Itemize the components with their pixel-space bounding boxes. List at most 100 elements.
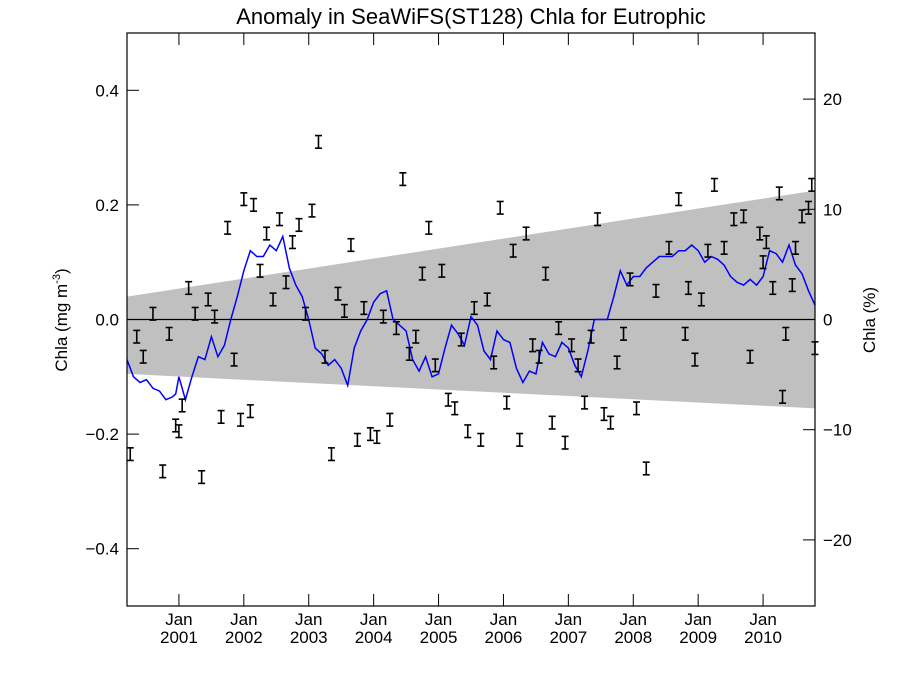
error-bar-point [185,280,193,296]
error-bar-point [373,429,381,445]
x-tick-label-month: Jan [360,610,387,629]
error-bar-point [392,320,400,336]
error-bar-point [477,432,485,447]
y-axis-label-left-close: ) [52,268,71,274]
error-bar-point [587,329,595,344]
x-tick-label-year: 2007 [549,628,587,647]
y-tick-label-left: 0.0 [95,311,119,330]
x-tick-label-year: 2008 [614,628,652,647]
y-axis-label-left: Chla (mg m-3) [51,268,71,371]
error-bar-point [139,349,147,364]
x-tick-label-year: 2006 [485,628,523,647]
error-bar-point [788,278,796,293]
error-bar-point [256,263,264,278]
error-bar-point [665,240,673,255]
error-bar-point [642,461,650,476]
y-axis-right: −20 −10 0 10 20 [803,90,852,550]
y-tick-label-left: −0.4 [85,540,119,559]
error-bar-point [798,209,806,224]
error-bar-point [613,355,621,370]
error-bar-point [237,412,245,427]
error-bar-point [496,200,504,215]
x-tick-label-month: Jan [555,610,582,629]
error-bar-point [746,349,754,364]
error-bar-point [340,303,348,319]
x-tick-label-year: 2009 [679,628,717,647]
error-bar-point [386,412,394,427]
x-tick-label-month: Jan [295,610,322,629]
x-tick-label-year: 2003 [290,628,328,647]
error-bar-point [366,426,374,442]
axes: Jan2001Jan2002Jan2003Jan2004Jan2005Jan20… [85,32,852,647]
error-bar-point [353,432,361,447]
y-tick-label-left: −0.2 [85,425,119,444]
error-bar-point [555,320,563,336]
error-bar-point [697,292,705,307]
x-tick-label-month: Jan [425,610,452,629]
error-bar-point [710,177,718,192]
error-bar-point [425,220,433,235]
error-bar-point [347,237,355,253]
error-bar-point [250,197,258,213]
error-bar-point [240,192,248,207]
error-bar-point [224,220,232,235]
y-tick-label-right: 10 [823,200,842,219]
y-tick-label-right: 0 [823,311,832,330]
error-bar-point [574,358,582,373]
error-bar-point [483,292,491,307]
error-bar-point [269,292,277,307]
error-bar-point [431,358,439,373]
x-tick-label-year: 2004 [355,628,393,647]
error-bar-point [149,306,157,321]
error-bar-point [675,192,683,207]
error-bar-point [782,326,790,341]
error-bar-point [159,464,167,479]
error-bar-point [360,300,368,316]
error-bar-point [756,226,764,241]
error-bar-point [451,401,459,416]
error-bar-point [779,389,787,404]
error-bar-point [681,326,689,341]
error-bar-point [246,404,254,419]
smoothed-series-line [126,233,816,403]
error-bar-point [516,432,524,447]
error-bar-point [720,240,728,255]
error-bar-point [191,306,199,321]
y-tick-label-left: 0.2 [95,196,119,215]
error-bar-point [769,280,777,296]
error-bar-point [301,306,309,321]
error-bar-point [759,255,767,270]
x-tick-label-month: Jan [490,610,517,629]
error-bar-point [289,235,297,250]
error-bar-point [704,243,712,258]
error-bar-point [542,266,550,281]
error-bar-point [684,280,692,296]
error-bar-point [282,275,290,290]
error-bar-point [464,424,472,439]
x-tick-label-month: Jan [230,610,257,629]
error-bar-point [509,243,517,258]
error-bar-point [561,435,569,450]
error-bar-point [626,272,634,287]
error-bar-point [263,226,271,241]
error-bar-point [470,300,478,316]
error-bar-point [740,209,748,224]
error-bar-point [412,329,420,344]
y-axis-label-right: Chla (%) [860,287,879,353]
error-bar-point [529,338,537,353]
error-bar-point [211,309,219,324]
error-bar-point [444,392,452,407]
error-bar-point [522,226,530,241]
error-bar-point [762,235,770,250]
error-bar-point [308,203,316,218]
x-tick-label-month: Jan [620,610,647,629]
plot-area [126,134,819,485]
error-bar-point [334,286,342,301]
x-tick-label-month: Jan [684,610,711,629]
error-bar-point [126,447,134,462]
y-axis-left: −0.4 −0.2 0.0 0.2 0.4 [85,81,139,559]
error-bar-point [805,200,813,215]
error-bar-point [379,309,387,324]
y-tick-label-right: −10 [823,421,852,440]
